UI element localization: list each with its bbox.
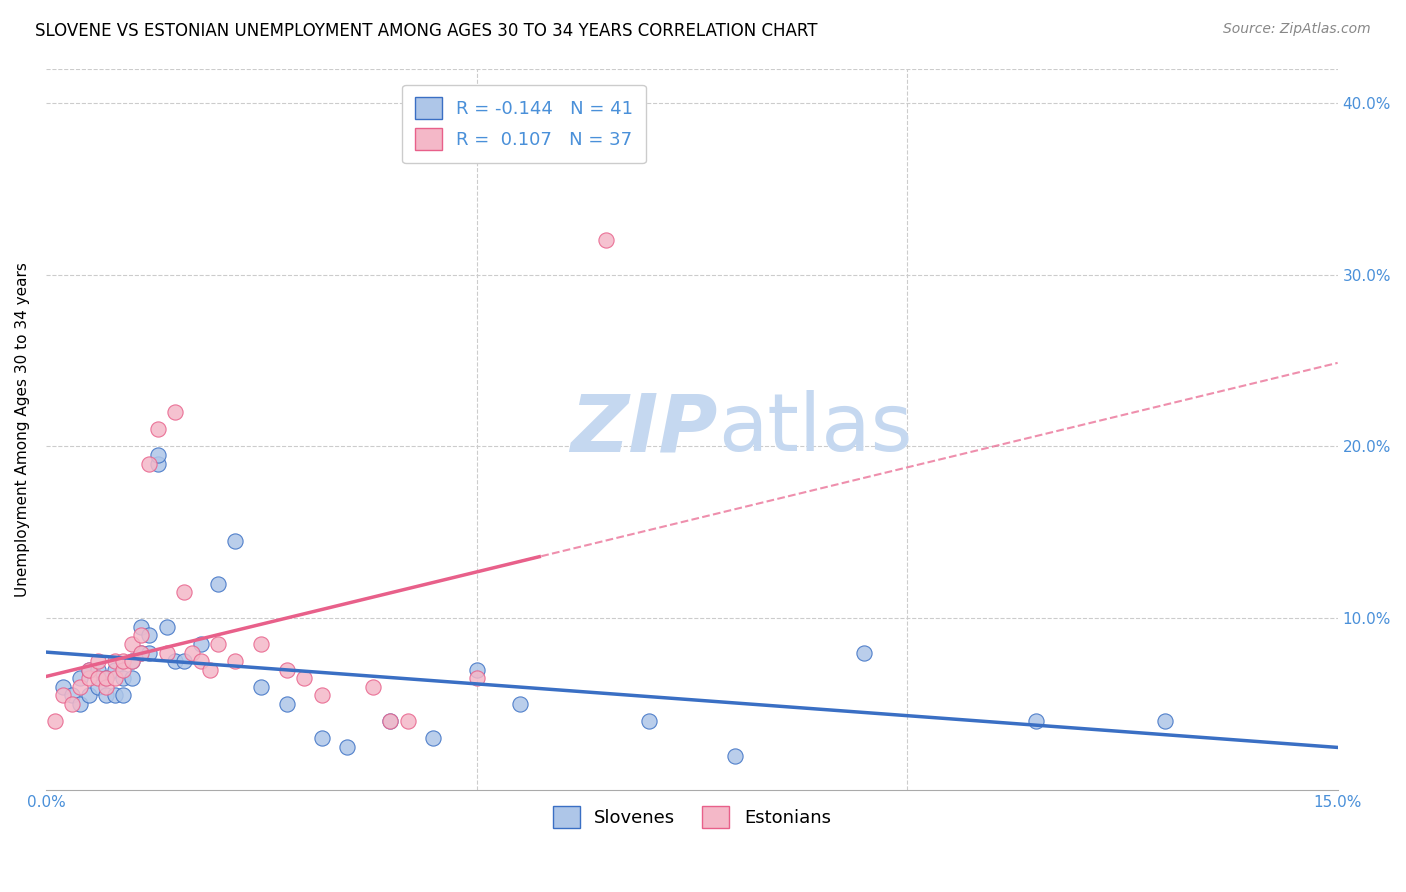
Text: SLOVENE VS ESTONIAN UNEMPLOYMENT AMONG AGES 30 TO 34 YEARS CORRELATION CHART: SLOVENE VS ESTONIAN UNEMPLOYMENT AMONG A…	[35, 22, 818, 40]
Point	[361, 680, 384, 694]
Point	[60, 689, 83, 703]
Y-axis label: Unemployment Among Ages 30 to 34 years: Unemployment Among Ages 30 to 34 years	[15, 261, 30, 597]
Point	[104, 689, 127, 703]
Point	[311, 689, 333, 703]
Point	[224, 654, 246, 668]
Point	[129, 646, 152, 660]
Point	[146, 422, 169, 436]
Point	[129, 620, 152, 634]
Point	[1154, 714, 1177, 729]
Point	[104, 663, 127, 677]
Point	[121, 654, 143, 668]
Point	[250, 680, 273, 694]
Point	[173, 585, 195, 599]
Point	[104, 671, 127, 685]
Point	[1025, 714, 1047, 729]
Point	[853, 646, 876, 660]
Point	[96, 680, 118, 694]
Point	[138, 646, 160, 660]
Point	[380, 714, 402, 729]
Point	[96, 671, 118, 685]
Point	[155, 620, 177, 634]
Point	[96, 689, 118, 703]
Legend: Slovenes, Estonians: Slovenes, Estonians	[546, 798, 838, 835]
Point	[86, 663, 108, 677]
Point	[422, 731, 444, 746]
Point	[86, 680, 108, 694]
Point	[121, 654, 143, 668]
Point	[129, 646, 152, 660]
Point	[69, 697, 91, 711]
Text: ZIP: ZIP	[571, 390, 717, 468]
Point	[380, 714, 402, 729]
Point	[146, 448, 169, 462]
Point	[129, 628, 152, 642]
Point	[181, 646, 204, 660]
Point	[112, 689, 135, 703]
Point	[173, 654, 195, 668]
Point	[311, 731, 333, 746]
Point	[77, 671, 100, 685]
Point	[595, 233, 617, 247]
Point	[198, 663, 221, 677]
Point	[104, 654, 127, 668]
Point	[112, 654, 135, 668]
Point	[190, 654, 212, 668]
Text: Source: ZipAtlas.com: Source: ZipAtlas.com	[1223, 22, 1371, 37]
Point	[276, 663, 298, 677]
Point	[207, 576, 229, 591]
Point	[138, 628, 160, 642]
Point	[77, 689, 100, 703]
Point	[69, 671, 91, 685]
Point	[276, 697, 298, 711]
Point	[121, 671, 143, 685]
Point	[60, 697, 83, 711]
Point	[292, 671, 315, 685]
Point	[112, 663, 135, 677]
Point	[86, 671, 108, 685]
Point	[465, 663, 488, 677]
Point	[336, 739, 359, 754]
Point	[207, 637, 229, 651]
Point	[77, 663, 100, 677]
Point	[165, 654, 187, 668]
Point	[190, 637, 212, 651]
Point	[52, 680, 75, 694]
Point	[44, 714, 66, 729]
Point	[69, 680, 91, 694]
Point	[52, 689, 75, 703]
Point	[465, 671, 488, 685]
Point	[509, 697, 531, 711]
Point	[138, 457, 160, 471]
Point	[121, 637, 143, 651]
Point	[77, 663, 100, 677]
Point	[637, 714, 659, 729]
Point	[112, 671, 135, 685]
Point	[250, 637, 273, 651]
Point	[165, 405, 187, 419]
Text: atlas: atlas	[717, 390, 912, 468]
Point	[146, 457, 169, 471]
Point	[155, 646, 177, 660]
Point	[724, 748, 747, 763]
Point	[396, 714, 419, 729]
Point	[96, 671, 118, 685]
Point	[86, 654, 108, 668]
Point	[224, 533, 246, 548]
